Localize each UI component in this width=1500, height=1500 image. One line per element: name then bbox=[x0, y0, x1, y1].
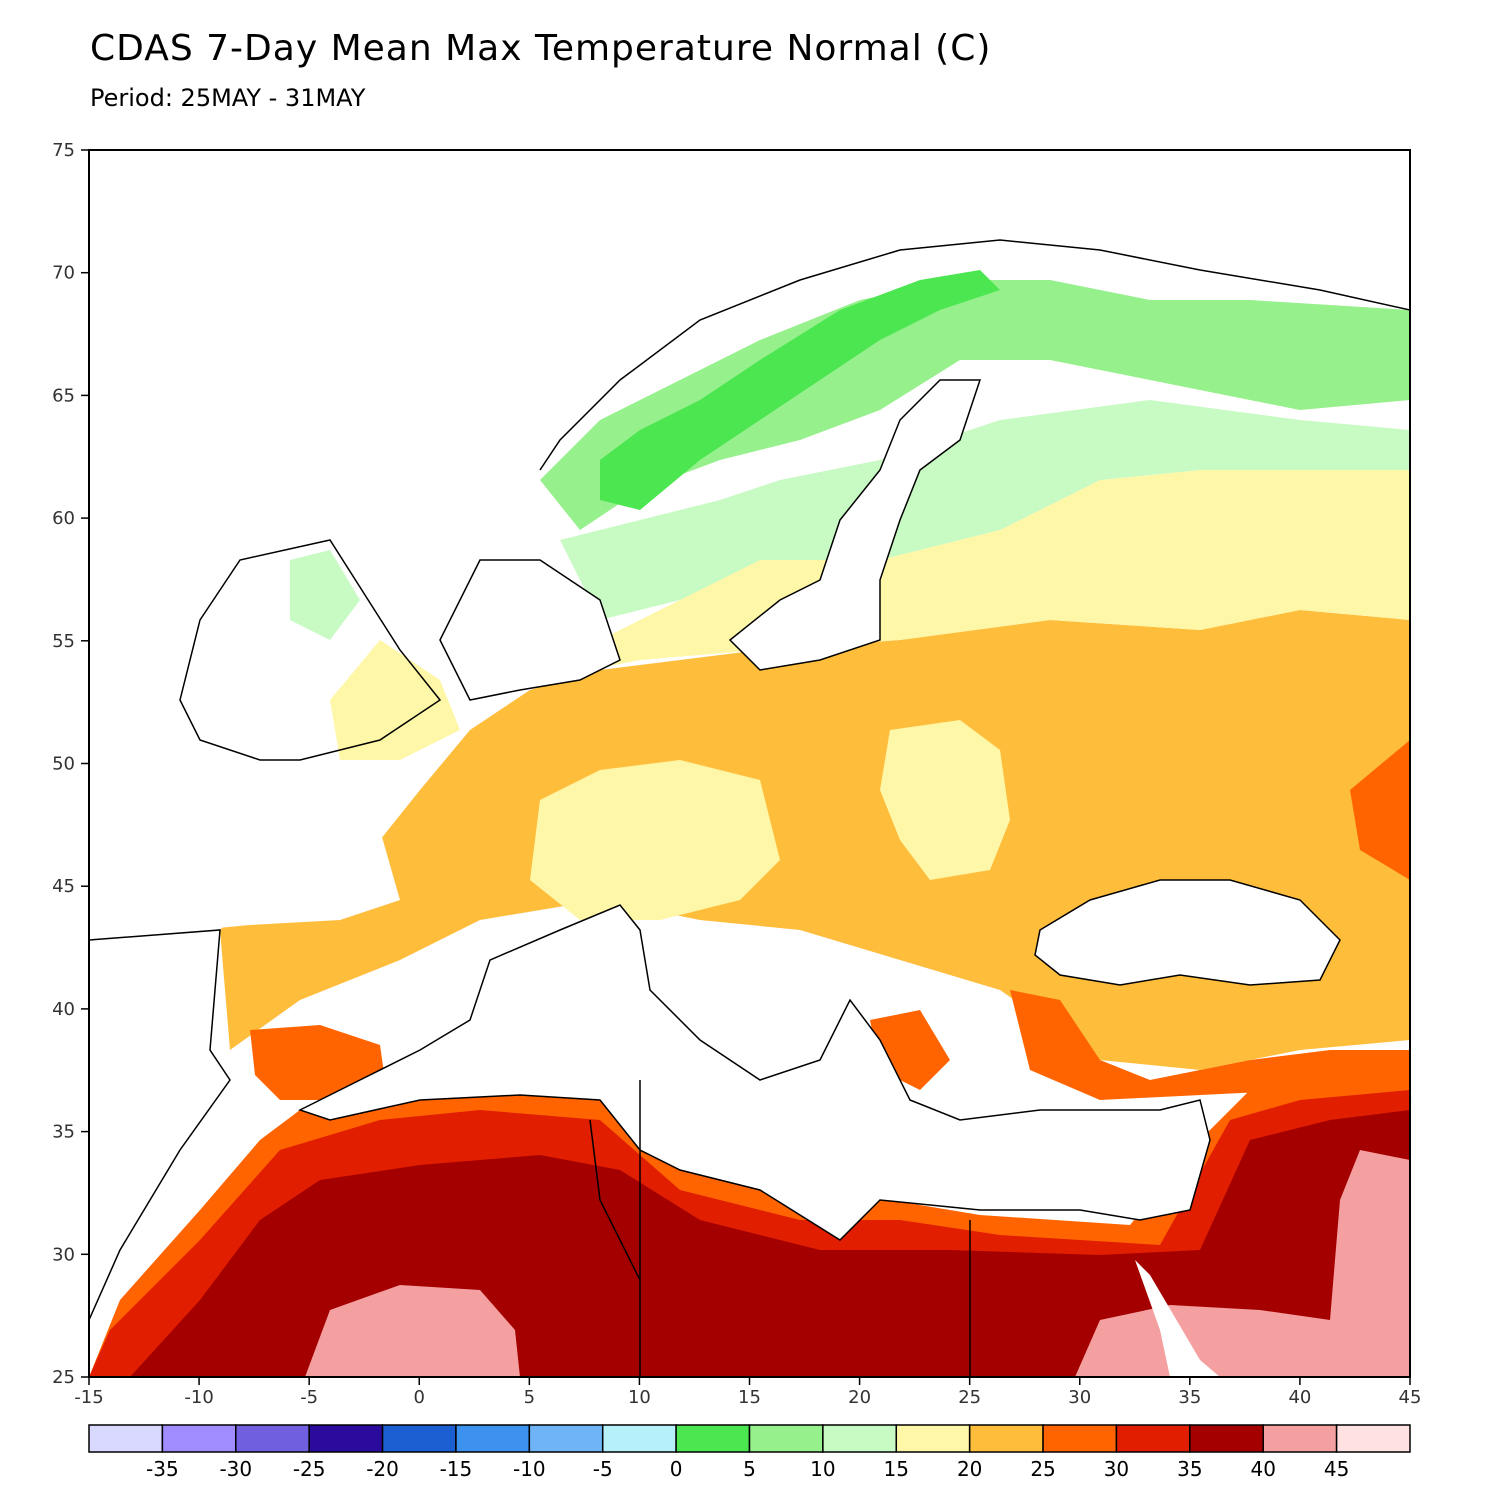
lon-tick-label: 5 bbox=[524, 1387, 535, 1408]
legend-swatch bbox=[968, 1424, 1044, 1453]
lat-tick-label: 35 bbox=[52, 1122, 75, 1143]
legend-swatch bbox=[1189, 1424, 1264, 1453]
coastlines bbox=[89, 239, 1410, 1377]
legend-label: 30 bbox=[1104, 1457, 1129, 1481]
lat-tick-label: 75 bbox=[52, 140, 75, 161]
legend-swatch bbox=[748, 1424, 824, 1453]
lon-tick-label: 45 bbox=[1399, 1387, 1422, 1408]
temperature-field bbox=[89, 150, 1410, 1377]
legend-swatch bbox=[601, 1424, 677, 1453]
legend-label: 15 bbox=[884, 1457, 909, 1481]
lat-tick-label: 50 bbox=[52, 754, 75, 775]
lat-tick-label: 45 bbox=[52, 876, 75, 897]
atlantic bbox=[89, 150, 540, 1320]
black-sea bbox=[1035, 880, 1340, 985]
legend-swatch bbox=[1115, 1424, 1191, 1453]
band-30-35-iberia bbox=[250, 1025, 385, 1100]
lon-tick-label: 30 bbox=[1068, 1387, 1091, 1408]
mediterranean-sea bbox=[300, 905, 1210, 1240]
band-5-10 bbox=[600, 270, 1000, 510]
legend-swatch bbox=[528, 1424, 604, 1453]
legend-label: -20 bbox=[366, 1457, 399, 1481]
lon-tick-label: 20 bbox=[848, 1387, 871, 1408]
lat-tick-label: 30 bbox=[52, 1244, 75, 1265]
legend-swatch bbox=[88, 1424, 164, 1453]
lat-tick-label: 60 bbox=[52, 508, 75, 529]
legend-label: -15 bbox=[440, 1457, 473, 1481]
map-period-subtitle: Period: 25MAY - 31MAY bbox=[90, 84, 366, 112]
legend-swatch bbox=[1262, 1424, 1338, 1453]
legend-label: -30 bbox=[219, 1457, 252, 1481]
legend-swatch bbox=[381, 1424, 457, 1453]
lat-tick-label: 70 bbox=[52, 263, 75, 284]
legend-label: -25 bbox=[293, 1457, 326, 1481]
legend-label: 5 bbox=[743, 1457, 756, 1481]
lon-tick-label: 0 bbox=[414, 1387, 425, 1408]
band-30-35-russia-east bbox=[1350, 740, 1410, 880]
band-30-35-greece-turkey bbox=[870, 990, 1410, 1100]
color-legend: -35 -30 -25 -20 -15 -10 -5 0 5 10 15 20 25 30 35 40 45 bbox=[88, 1424, 1411, 1481]
lat-tick-label: 40 bbox=[52, 999, 75, 1020]
legend-label: 45 bbox=[1324, 1457, 1349, 1481]
legend-swatch bbox=[1042, 1424, 1118, 1453]
legend-swatch bbox=[455, 1424, 531, 1453]
lat-tick-label: 55 bbox=[52, 631, 75, 652]
arctic-ocean bbox=[540, 150, 1410, 470]
lon-tick-label: -5 bbox=[300, 1387, 318, 1408]
lon-tick-label: -15 bbox=[74, 1387, 103, 1408]
lon-tick-label: 10 bbox=[628, 1387, 651, 1408]
lon-tick-label: 35 bbox=[1178, 1387, 1201, 1408]
legend-swatch bbox=[675, 1424, 751, 1453]
lat-tick-label: 25 bbox=[52, 1367, 75, 1388]
band-20-25-alps-central bbox=[530, 760, 780, 920]
legend-label: 35 bbox=[1177, 1457, 1202, 1481]
legend-swatch bbox=[822, 1424, 898, 1453]
bay-of-biscay bbox=[89, 770, 400, 940]
lon-tick-label: -10 bbox=[184, 1387, 213, 1408]
lat-tick-label: 65 bbox=[52, 385, 75, 406]
legend-label: 20 bbox=[957, 1457, 982, 1481]
legend-swatch bbox=[161, 1424, 237, 1453]
lon-tick-label: 25 bbox=[958, 1387, 981, 1408]
legend-label: -10 bbox=[513, 1457, 546, 1481]
lon-tick-label: 40 bbox=[1288, 1387, 1311, 1408]
legend-label: -5 bbox=[593, 1457, 613, 1481]
latitude-axis: 75 70 65 60 55 50 45 40 35 30 25 bbox=[52, 140, 89, 1388]
legend-label: 0 bbox=[670, 1457, 683, 1481]
legend-label: 10 bbox=[810, 1457, 835, 1481]
legend-swatch bbox=[235, 1424, 310, 1453]
map-title: CDAS 7-Day Mean Max Temperature Normal (… bbox=[90, 28, 992, 69]
red-sea bbox=[1135, 1260, 1220, 1377]
legend-label: 25 bbox=[1030, 1457, 1055, 1481]
legend-label: 40 bbox=[1250, 1457, 1275, 1481]
band-10-15 bbox=[540, 280, 1410, 530]
lon-tick-label: 15 bbox=[738, 1387, 761, 1408]
band-45-plus-west bbox=[305, 1285, 520, 1377]
legend-swatch bbox=[1335, 1424, 1411, 1453]
longitude-axis: -15 -10 -5 0 5 10 15 20 25 30 35 40 45 bbox=[74, 1377, 1421, 1408]
legend-swatch bbox=[895, 1424, 971, 1453]
legend-label: -35 bbox=[146, 1457, 179, 1481]
north-sea-baltic bbox=[440, 380, 980, 700]
band-20-25-balkans bbox=[880, 720, 1010, 880]
legend-swatch bbox=[308, 1424, 384, 1453]
